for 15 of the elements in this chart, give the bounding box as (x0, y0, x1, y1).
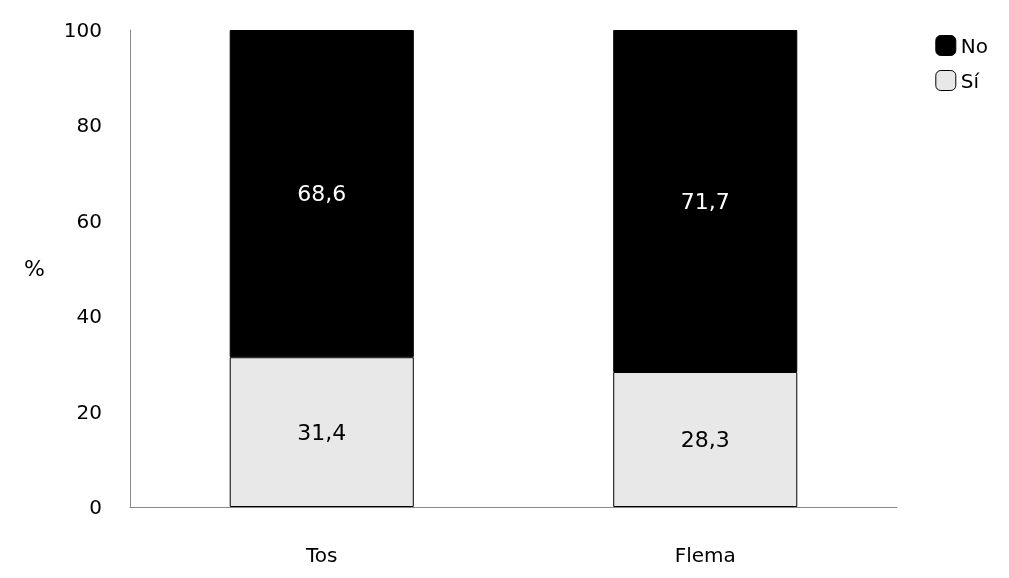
y-axis-title: % (24, 256, 45, 281)
y-tick-label: 100 (63, 18, 102, 42)
y-tick-label: 60 (76, 208, 102, 233)
y-tick-label: 80 (76, 113, 102, 138)
y-tick-label: 40 (76, 304, 102, 329)
y-tick-label: 20 (76, 399, 102, 424)
data-label: 71,7 (680, 188, 730, 214)
data-label: 31,4 (297, 419, 347, 445)
y-tick-label: 0 (89, 495, 102, 519)
x-tick-label: Tos (305, 543, 338, 567)
data-label: 68,6 (297, 181, 347, 207)
x-tick-label: Flema (674, 543, 736, 567)
legend-label: No (960, 33, 989, 58)
data-label: 28,3 (680, 427, 730, 452)
legend-label: Sí (960, 68, 981, 93)
